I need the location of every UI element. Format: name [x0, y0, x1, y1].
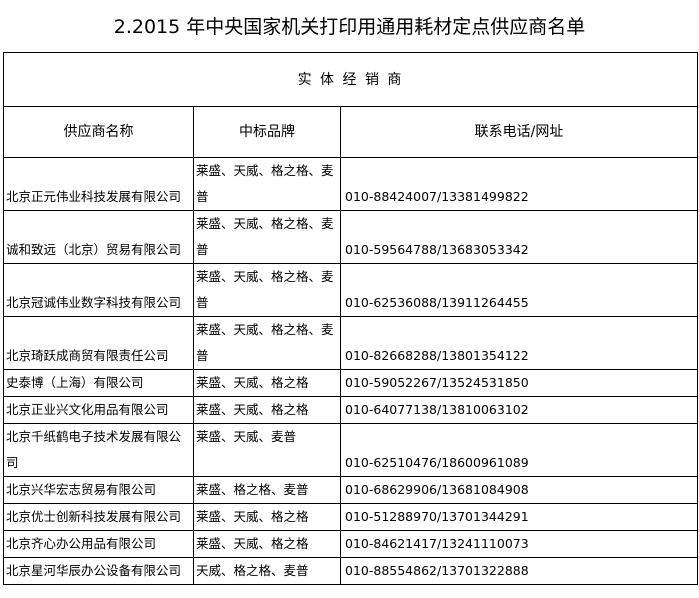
brand: 莱盛、天威、格之格	[193, 503, 341, 531]
supplier-name: 北京齐心办公用品有限公司	[3, 530, 194, 558]
contact: 010-59052267/13524531850	[340, 369, 698, 397]
caption-row: 实 体 经 销 商	[3, 52, 698, 107]
supplier-name: 史泰博（上海）有限公司	[3, 369, 194, 397]
contact: 010-82668288/13801354122	[340, 316, 698, 370]
contact: 010-62510476/18600961089	[340, 423, 698, 477]
table-caption: 实 体 经 销 商	[3, 52, 698, 107]
brand: 莱盛、天威、麦普	[193, 423, 341, 477]
supplier-name: 诚和致远（北京）贸易有限公司	[3, 210, 194, 264]
brand: 莱盛、天威、格之格、麦普	[193, 157, 341, 211]
supplier-name: 北京优士创新科技发展有限公司	[3, 503, 194, 531]
header-cell: 联系电话/网址	[340, 106, 698, 158]
brand: 莱盛、天威、格之格、麦普	[193, 210, 341, 264]
brand: 莱盛、天威、格之格	[193, 369, 341, 397]
contact: 010-84621417/13241110073	[340, 530, 698, 558]
contact: 010-68629906/13681084908	[340, 476, 698, 504]
table-row: 北京正元伟业科技发展有限公司 莱盛、天威、格之格、麦普 010-88424007/1…	[3, 157, 698, 211]
supplier-name: 北京正元伟业科技发展有限公司	[3, 157, 194, 211]
contact: 010-88554862/13701322888	[340, 557, 698, 585]
header-cell: 供应商名称	[3, 106, 194, 158]
table-row: 诚和致远（北京）贸易有限公司 莱盛、天威、格之格、麦普 010-59564788/1…	[3, 210, 698, 264]
brand: 天威、格之格、麦普	[193, 557, 341, 585]
contact: 010-64077138/13810063102	[340, 396, 698, 424]
brand: 莱盛、格之格、麦普	[193, 476, 341, 504]
supplier-name: 北京冠诚伟业数字科技有限公司	[3, 263, 194, 317]
table-row: 北京齐心办公用品有限公司 莱盛、天威、格之格 010-84621417/132411…	[3, 530, 698, 558]
header-row: 供应商名称 中标品牌 联系电话/网址	[3, 106, 698, 158]
brand: 莱盛、天威、格之格、麦普	[193, 263, 341, 317]
brand: 莱盛、天威、格之格	[193, 530, 341, 558]
supplier-name: 北京千纸鹤电子技术发展有限公司	[3, 423, 194, 477]
table-row: 史泰博（上海）有限公司 莱盛、天威、格之格 010-59052267/1352453…	[3, 369, 698, 397]
table-row: 北京兴华宏志贸易有限公司 莱盛、格之格、麦普 010-68629906/136810…	[3, 476, 698, 504]
supplier-name: 北京正业兴文化用品有限公司	[3, 396, 194, 424]
table-row: 北京星河华辰办公设备有限公司 天威、格之格、麦普 010-88554862/1370…	[3, 557, 698, 585]
brand: 莱盛、天威、格之格、麦普	[193, 316, 341, 370]
table-row: 北京千纸鹤电子技术发展有限公司 莱盛、天威、麦普 010-62510476/1860…	[3, 423, 698, 477]
table-row: 北京优士创新科技发展有限公司 莱盛、天威、格之格 010-51288970/1370…	[3, 503, 698, 531]
supplier-name: 北京兴华宏志贸易有限公司	[3, 476, 194, 504]
table-row: 北京冠诚伟业数字科技有限公司 莱盛、天威、格之格、麦普 010-62536088/1…	[3, 263, 698, 317]
contact: 010-62536088/13911264455	[340, 263, 698, 317]
brand: 莱盛、天威、格之格	[193, 396, 341, 424]
doc-title: 2.2015 年中央国家机关打印用通用耗材定点供应商名单	[113, 16, 586, 38]
table-row: 北京琦跃成商贸有限责任公司 莱盛、天威、格之格、麦普 010-82668288/13…	[3, 316, 698, 370]
contact: 010-51288970/13701344291	[340, 503, 698, 531]
supplier-name: 北京星河华辰办公设备有限公司	[3, 557, 194, 585]
contact: 010-59564788/13683053342	[340, 210, 698, 264]
contact: 010-88424007/13381499822	[340, 157, 698, 211]
supplier-table: 实 体 经 销 商 供应商名称 中标品牌 联系电话/网址 北京正元伟业科技发展有…	[3, 52, 698, 585]
header-cell: 中标品牌	[193, 106, 341, 158]
supplier-name: 北京琦跃成商贸有限责任公司	[3, 316, 194, 370]
table-row: 北京正业兴文化用品有限公司 莱盛、天威、格之格 010-64077138/13810…	[3, 396, 698, 424]
